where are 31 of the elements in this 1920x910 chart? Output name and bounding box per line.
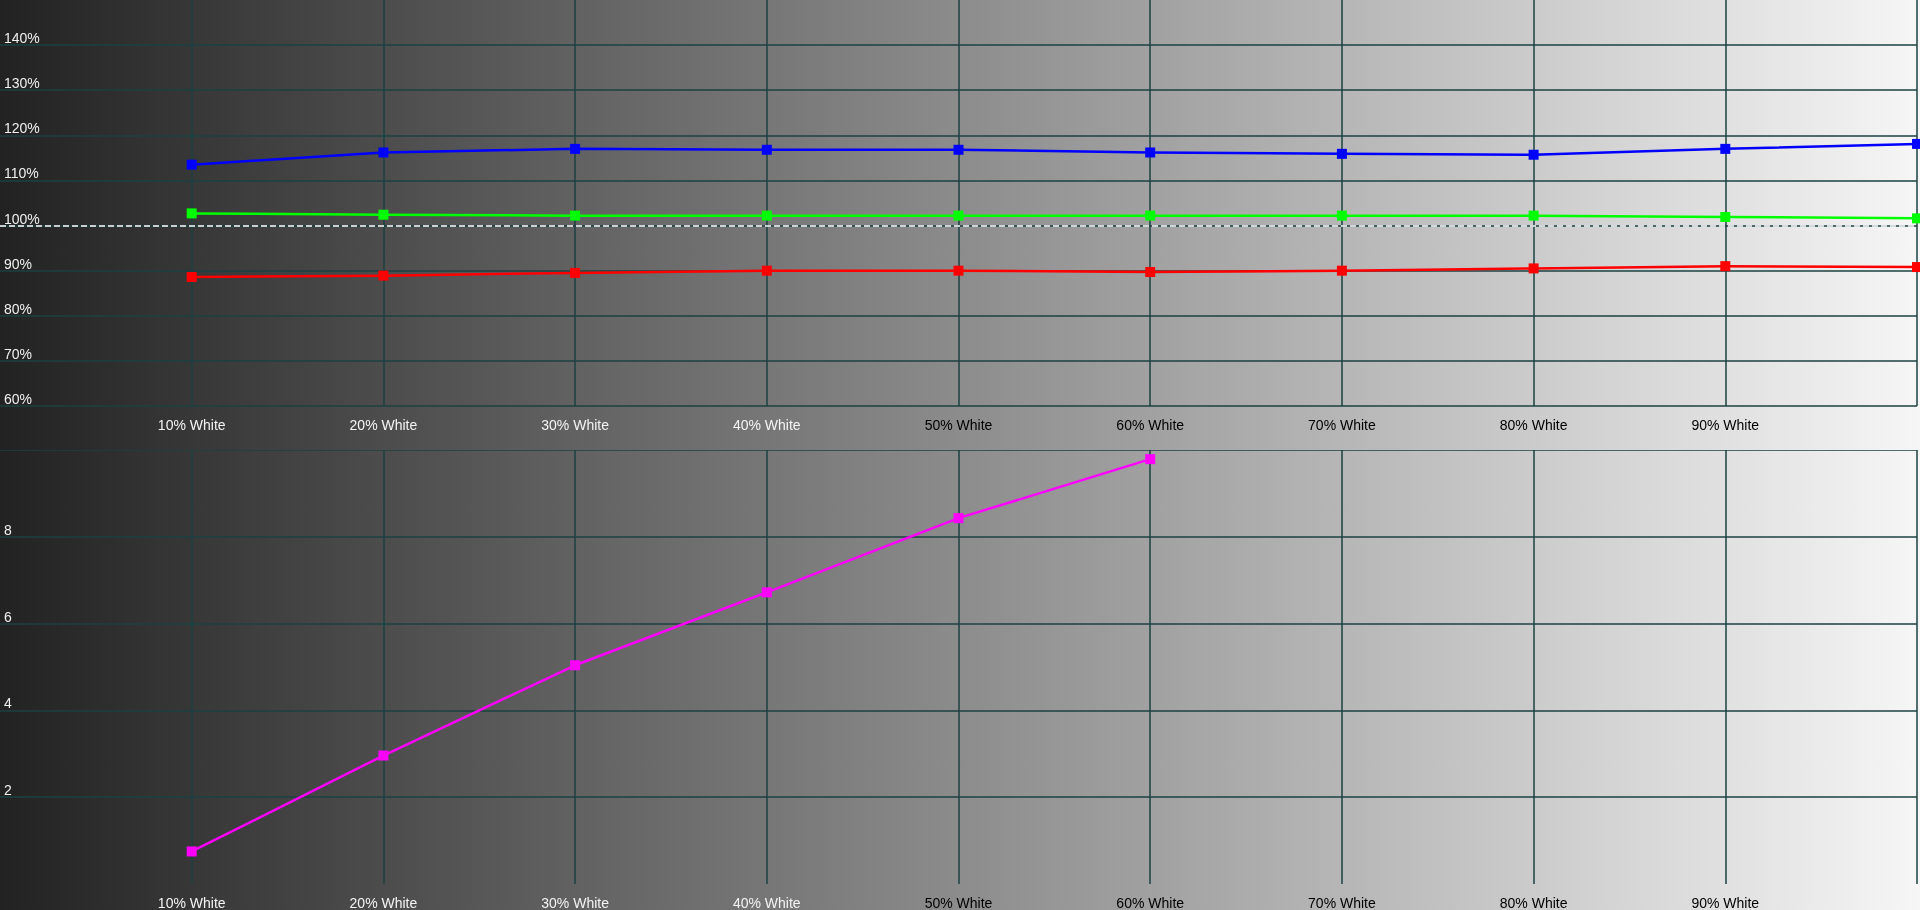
x-tick-label: 50% White <box>924 417 993 433</box>
x-tick-label: 90% White <box>1691 417 1760 433</box>
x-tick-label: 90% White <box>1691 895 1760 910</box>
y-tick-label: 110% <box>4 165 39 182</box>
x-tick-label: 80% White <box>1499 417 1568 433</box>
y-tick-label: 140% <box>4 30 40 47</box>
y-tick-label: 80% <box>4 300 33 317</box>
x-tick-label: 10% White <box>157 895 226 910</box>
x-tick-label: 30% White <box>541 417 610 433</box>
x-tick-label: 10% White <box>157 417 226 433</box>
y-tick-label: 100% <box>4 210 40 227</box>
x-tick-label: 70% White <box>1308 417 1376 433</box>
y-tick-label: 90% <box>4 255 33 272</box>
y-tick-label: 120% <box>4 120 40 137</box>
x-tick-label: 20% White <box>349 417 418 433</box>
y-tick-label: 6 <box>4 608 12 625</box>
y-tick-label: 60% <box>4 391 33 407</box>
x-tick-label: 40% White <box>732 895 801 910</box>
x-tick-label: 20% White <box>349 895 418 910</box>
y-tick-label: 8 <box>4 521 12 538</box>
y-tick-label: 70% <box>4 345 33 362</box>
x-tick-label: 70% White <box>1308 895 1376 910</box>
x-tick-label: 80% White <box>1499 895 1568 910</box>
x-tick-label: 50% White <box>924 895 993 910</box>
x-tick-label: 30% White <box>541 895 610 910</box>
x-tick-label: 60% White <box>1116 895 1185 910</box>
x-tick-label: 60% White <box>1116 417 1185 433</box>
x-tick-label: 40% White <box>732 417 801 433</box>
y-tick-label: 4 <box>4 695 12 712</box>
y-tick-label: 130% <box>4 75 40 92</box>
y-tick-label: 2 <box>4 782 12 799</box>
